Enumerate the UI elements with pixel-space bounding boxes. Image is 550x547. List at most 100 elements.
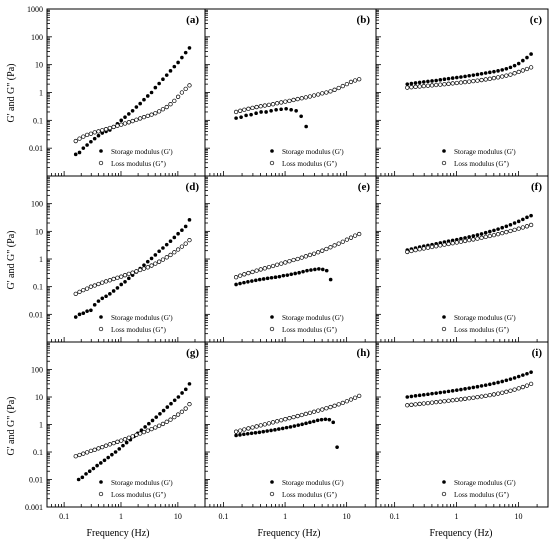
storage-modulus-point — [430, 79, 434, 83]
loss-modulus-point — [320, 407, 325, 412]
storage-modulus-point — [273, 428, 277, 432]
storage-modulus-point — [274, 107, 278, 112]
storage-modulus-point — [315, 418, 320, 423]
loss-modulus-point — [183, 406, 188, 411]
loss-modulus-point — [462, 79, 468, 85]
storage-modulus-point — [483, 230, 488, 235]
axes: 0.01 0.1 1 10 100 1000 0.01 0.1 1 10 100 0.001 0.01 0… — [25, 5, 522, 521]
loss-modulus-point — [287, 416, 292, 421]
loss-modulus-point — [409, 402, 414, 407]
loss-modulus-point — [138, 267, 143, 273]
storage-modulus-point — [187, 46, 192, 50]
storage-modulus-point — [81, 311, 86, 315]
loss-modulus-point — [179, 409, 185, 414]
panel-a: (a) Storage modulus (G') Loss modulus (G") — [46, 8, 206, 177]
loss-modulus-point — [504, 73, 509, 78]
legend-storage-marker — [270, 315, 274, 319]
storage-modulus-point — [124, 440, 129, 445]
storage-modulus-point — [317, 267, 321, 271]
loss-modulus-point — [483, 393, 488, 399]
storage-modulus-point — [161, 246, 165, 250]
loss-modulus-point — [320, 91, 325, 96]
storage-modulus-point — [123, 279, 127, 284]
storage-modulus-point — [168, 239, 173, 243]
storage-modulus-point — [504, 378, 509, 383]
loss-modulus-point — [100, 445, 105, 450]
storage-modulus-point — [244, 113, 248, 118]
loss-modulus-point — [495, 75, 501, 80]
loss-modulus-point — [479, 394, 484, 399]
loss-modulus-point — [183, 241, 188, 246]
loss-modulus-point — [100, 128, 105, 133]
loss-modulus-point — [340, 400, 345, 406]
loss-modulus-point — [238, 108, 243, 113]
storage-modulus-point — [426, 392, 430, 397]
loss-modulus-point — [92, 447, 97, 452]
storage-modulus-point — [143, 425, 147, 429]
y-tick-label: 1 — [39, 421, 43, 430]
loss-modulus-point — [77, 289, 82, 294]
legend — [264, 143, 372, 170]
loss-modulus-point — [462, 238, 468, 244]
loss-modulus-point — [307, 252, 313, 258]
storage-modulus-point — [183, 387, 188, 392]
y-tick-label: 0.01 — [29, 310, 43, 319]
storage-modulus-point — [525, 371, 529, 376]
loss-modulus-point — [168, 417, 173, 422]
loss-modulus-point — [77, 136, 82, 141]
panel-label: (e) — [358, 181, 371, 193]
storage-modulus-point — [257, 430, 262, 435]
loss-modulus-point — [107, 125, 113, 131]
legend — [264, 309, 372, 336]
y-tick-label: 0.1 — [33, 283, 43, 292]
storage-modulus-point — [512, 63, 517, 68]
loss-modulus-point — [134, 432, 139, 438]
legend-loss-label: Loss modulus (G") — [454, 491, 509, 499]
storage-modulus-point — [87, 469, 92, 474]
panel-label: (g) — [186, 347, 199, 359]
y-tick-label: 0.01 — [29, 144, 43, 153]
loss-modulus-point — [134, 117, 139, 122]
loss-modulus-point — [303, 95, 309, 100]
loss-modulus-point — [122, 273, 128, 278]
storage-modulus-point — [92, 303, 97, 307]
loss-modulus-point — [145, 265, 150, 270]
loss-modulus-point — [508, 388, 513, 393]
loss-modulus-point — [450, 81, 455, 86]
storage-modulus-point — [254, 111, 258, 116]
loss-modulus-point — [103, 443, 109, 448]
loss-modulus-point — [96, 281, 101, 287]
loss-modulus-point — [303, 411, 309, 417]
storage-modulus-point — [529, 52, 533, 56]
loss-modulus-point — [425, 245, 431, 250]
loss-modulus-point — [495, 232, 501, 237]
storage-modulus-point — [455, 388, 459, 392]
loss-modulus-point — [520, 384, 525, 390]
storage-modulus-point — [442, 77, 447, 82]
loss-modulus-point — [344, 399, 350, 404]
storage-modulus-point — [281, 273, 286, 278]
storage-modulus-point — [80, 475, 85, 480]
loss-modulus-point — [471, 78, 476, 84]
loss-modulus-point — [520, 225, 525, 230]
panel-label: (c) — [530, 14, 543, 26]
loss-modulus-point — [491, 392, 497, 397]
loss-modulus-point — [409, 85, 414, 90]
storage-modulus-point — [269, 428, 273, 433]
loss-modulus-point — [88, 284, 94, 289]
storage-modulus-point — [467, 73, 471, 78]
y-tick-label: 1 — [39, 255, 43, 264]
loss-modulus-point — [348, 79, 354, 85]
storage-modulus-point — [234, 282, 238, 287]
loss-modulus-point — [156, 259, 162, 264]
storage-modulus-point — [81, 146, 86, 150]
storage-modulus-point — [442, 390, 447, 394]
storage-modulus-point — [172, 64, 177, 69]
storage-modulus-point — [285, 273, 290, 277]
panel-label: (d) — [186, 181, 200, 193]
storage-modulus-point — [96, 299, 101, 303]
storage-modulus-point — [73, 152, 78, 157]
legend-loss-marker — [269, 326, 275, 332]
loss-modulus-point — [149, 426, 154, 432]
storage-modulus-point — [313, 267, 317, 272]
